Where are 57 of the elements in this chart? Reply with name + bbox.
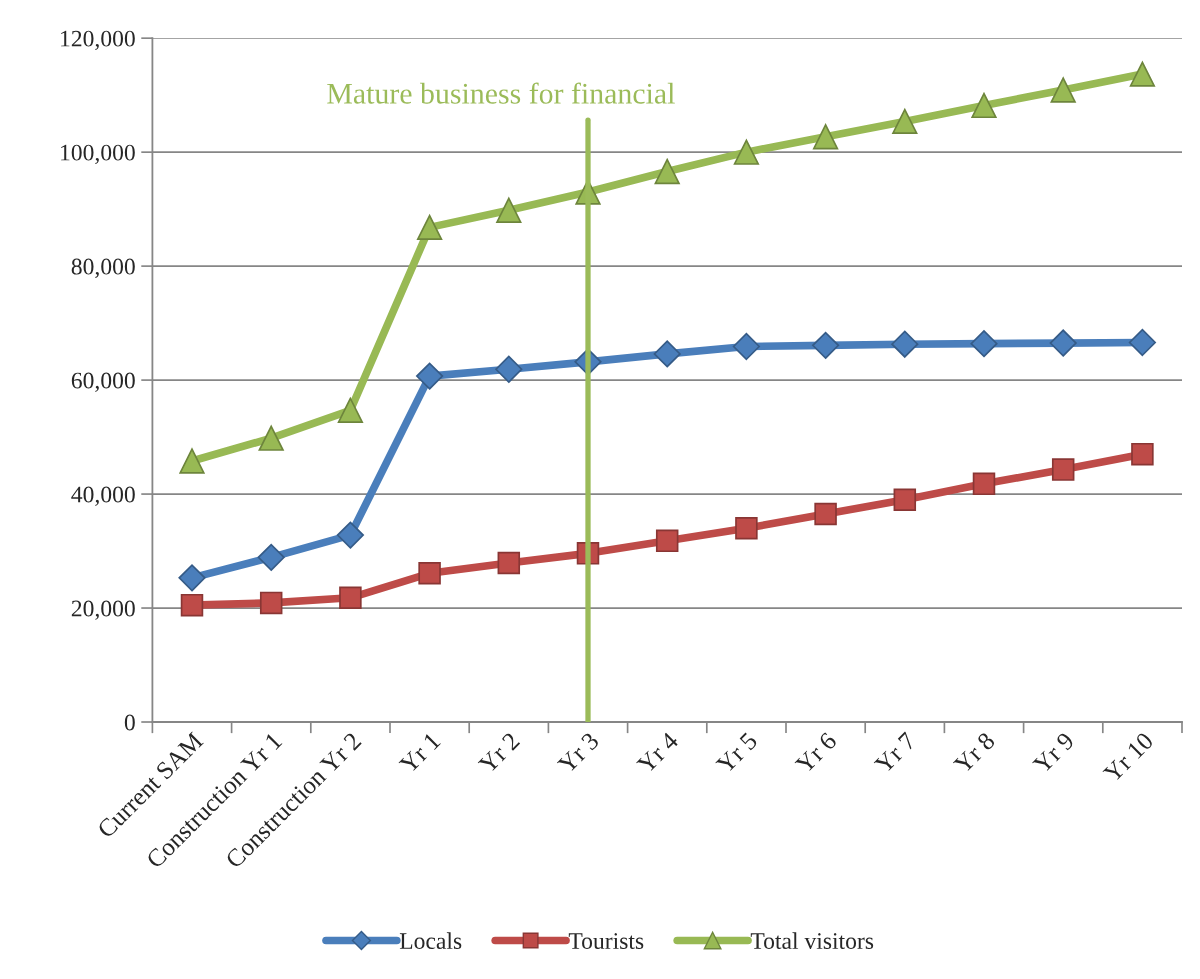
point bbox=[1131, 442, 1154, 466]
point bbox=[891, 330, 919, 358]
point bbox=[1050, 77, 1076, 103]
point bbox=[497, 551, 521, 575]
x-tick-label: Yr 9 bbox=[1032, 731, 1075, 775]
point bbox=[258, 425, 284, 451]
point bbox=[336, 521, 365, 549]
point bbox=[971, 92, 997, 119]
point bbox=[812, 124, 839, 150]
point bbox=[337, 397, 364, 423]
point bbox=[257, 543, 285, 571]
x-tick-label: Yr 7 bbox=[873, 731, 917, 775]
point bbox=[1049, 329, 1077, 357]
point bbox=[495, 355, 523, 383]
y-tick-label: 20,000 bbox=[71, 600, 135, 620]
point bbox=[655, 529, 679, 553]
point bbox=[1051, 458, 1075, 481]
legend-label: Locals bbox=[399, 932, 462, 949]
point bbox=[814, 502, 837, 526]
x-tick-label: Yr 4 bbox=[636, 731, 680, 775]
y-tick-label: 0 bbox=[124, 714, 135, 731]
point bbox=[654, 158, 680, 185]
x-tick-label: Yr 10 bbox=[1102, 731, 1155, 784]
x-tick-label: Yr 8 bbox=[952, 731, 996, 775]
y-tick-label: 100,000 bbox=[61, 144, 135, 164]
point bbox=[892, 108, 918, 135]
point bbox=[418, 562, 441, 585]
point bbox=[1128, 328, 1157, 357]
legend-label: Total visitors bbox=[750, 932, 874, 949]
ref-line-label: Mature business for financial bbox=[327, 82, 675, 104]
point bbox=[732, 332, 761, 361]
point bbox=[179, 448, 205, 474]
point bbox=[416, 214, 443, 241]
point bbox=[180, 593, 204, 617]
x-tick-label: Yr 3 bbox=[556, 731, 600, 775]
point bbox=[733, 139, 760, 165]
point bbox=[811, 331, 840, 359]
point bbox=[1129, 61, 1156, 87]
point bbox=[339, 586, 362, 610]
y-tick-label: 60,000 bbox=[71, 372, 135, 392]
point bbox=[735, 517, 758, 540]
point bbox=[415, 362, 444, 390]
x-tick-label: Yr 1 bbox=[398, 732, 441, 775]
x-tick-label: Yr 6 bbox=[794, 731, 838, 775]
legend-label: Tourists bbox=[568, 933, 644, 949]
point bbox=[178, 564, 206, 592]
point bbox=[653, 340, 681, 368]
y-tick-label: 40,000 bbox=[71, 486, 135, 506]
y-tick-label: 120,000 bbox=[61, 30, 135, 50]
point bbox=[893, 488, 917, 512]
x-tick-label: Yr 2 bbox=[477, 731, 521, 775]
point bbox=[970, 330, 998, 358]
point bbox=[972, 472, 996, 496]
x-tick-label: Yr 5 bbox=[715, 731, 759, 775]
point bbox=[259, 591, 283, 615]
y-tick-label: 80,000 bbox=[71, 258, 135, 278]
point bbox=[496, 197, 522, 223]
